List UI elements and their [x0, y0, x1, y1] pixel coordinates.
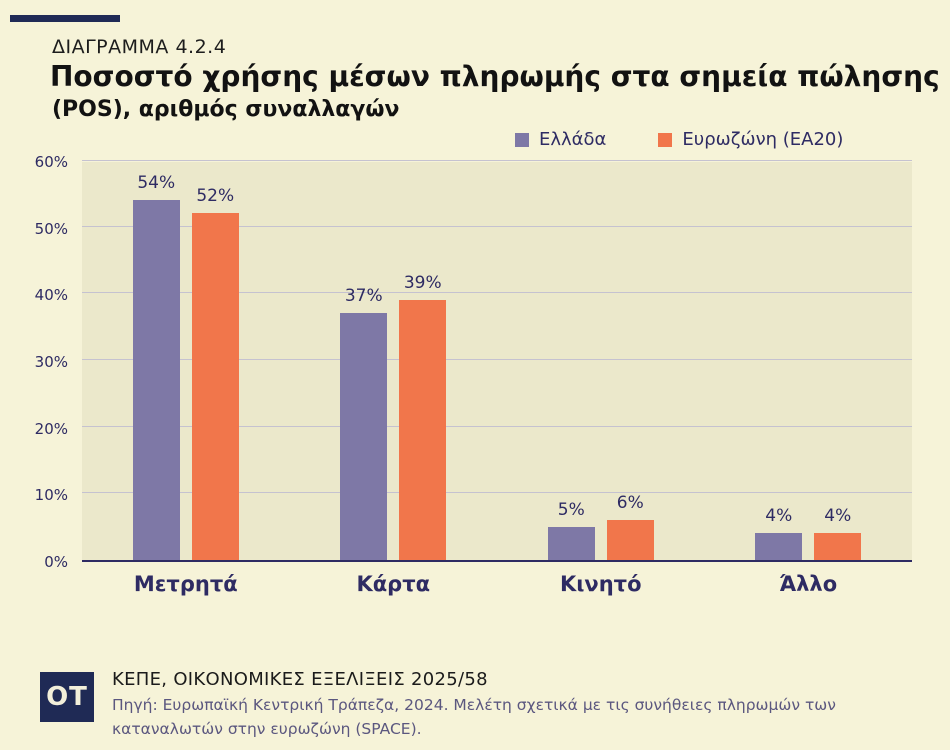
y-tick-label: 0% — [44, 553, 68, 571]
bar-value-label: 54% — [137, 173, 176, 193]
bar: 54% — [132, 173, 180, 560]
y-tick-label: 20% — [34, 419, 68, 438]
ot-logo: OT — [40, 672, 94, 722]
bar-chart: 0% 10% 20% 30% 40% 50% 60% 54% 52% 37% 39% 5% 6% 4% 4… — [0, 153, 950, 622]
legend-item: Ελλάδα — [515, 129, 606, 150]
bar: 52% — [191, 186, 239, 560]
category-label: Μετρητά — [133, 572, 238, 596]
x-axis-labels: Μετρητά Κάρτα Κινητό Άλλο — [82, 572, 912, 596]
gridline — [82, 292, 912, 294]
bar: 4% — [755, 506, 803, 560]
legend-label: Ελλάδα — [539, 129, 607, 150]
y-tick-label: 50% — [34, 219, 68, 238]
page-subtitle: (POS), αριθμός συναλλαγών — [52, 97, 400, 122]
y-axis: 0% 10% 20% 30% 40% 50% 60% — [0, 153, 74, 571]
legend: Ελλάδα Ευρωζώνη (ΕΑ20) — [515, 129, 843, 150]
publication-title: ΚΕΠΕ, ΟΙΚΟΝΟΜΙΚΕΣ ΕΞΕΛΙΞΕΙΣ 2025/58 — [112, 669, 488, 690]
bar-group: 5% 6% — [497, 162, 705, 560]
bar-value-label: 6% — [616, 493, 644, 513]
bar-value-label: 4% — [824, 506, 852, 527]
category-label: Άλλο — [779, 572, 838, 596]
y-tick-label: 40% — [34, 286, 68, 305]
bar-value-label: 37% — [344, 286, 383, 307]
gridline — [82, 225, 912, 227]
bar: 39% — [399, 273, 447, 560]
source-note: Πηγή: Ευρωπαϊκή Κεντρική Τράπεζα, 2024. … — [112, 696, 836, 739]
page-title: Ποσοστό χρήσης μέσων πληρωμής στα σημεία… — [50, 60, 940, 93]
ot-logo-text: OT — [46, 682, 88, 712]
bar: 4% — [814, 506, 862, 560]
y-tick-label: 60% — [34, 153, 68, 171]
bar-group: 54% 52% — [82, 162, 290, 560]
gridline — [82, 492, 912, 494]
category-label: Κινητό — [559, 572, 642, 596]
legend-swatch-icon — [658, 132, 673, 147]
bar: 5% — [547, 500, 595, 560]
category-label: Κάρτα — [356, 572, 431, 596]
bar-value-label: 52% — [196, 186, 235, 207]
legend-label: Ευρωζώνη (ΕΑ20) — [682, 129, 844, 150]
plot-area: 54% 52% 37% 39% 5% 6% 4% 4% — [82, 160, 913, 562]
gridline — [82, 425, 912, 427]
chart-number: ΔΙΑΓΡΑΜΜΑ 4.2.4 — [52, 36, 227, 58]
y-tick-label: 30% — [34, 353, 68, 371]
gridline — [82, 160, 912, 161]
bar-value-label: 39% — [403, 273, 442, 293]
legend-item: Ευρωζώνη (ΕΑ20) — [658, 129, 843, 150]
bar-value-label: 5% — [557, 499, 585, 520]
bar-value-label: 4% — [765, 506, 793, 527]
y-tick-label: 10% — [34, 486, 68, 505]
bar: 6% — [606, 493, 654, 560]
gridline — [82, 359, 912, 360]
bar-group: 4% 4% — [705, 162, 913, 560]
legend-swatch-icon — [515, 132, 529, 147]
bar-group: 37% 39% — [290, 162, 498, 560]
top-accent-bar — [10, 15, 120, 22]
bar: 37% — [340, 286, 388, 560]
